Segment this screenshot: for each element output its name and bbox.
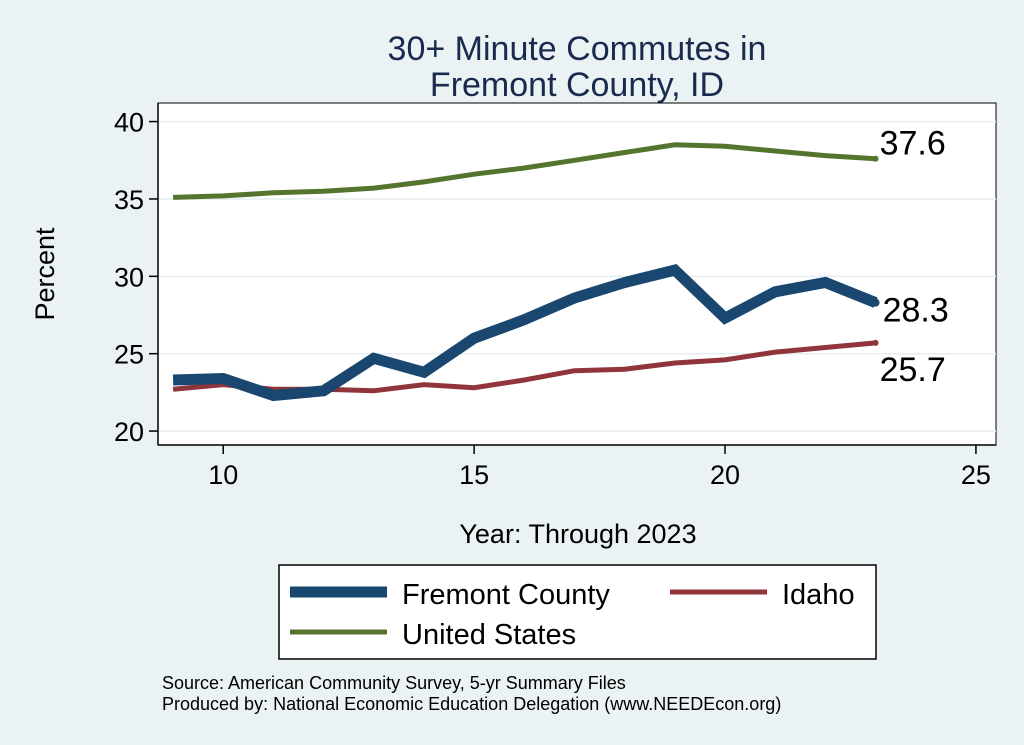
series-lines: [172, 142, 880, 402]
chart-title-line-1: 30+ Minute Commutes in: [388, 30, 767, 68]
y-tick-label: 30: [114, 262, 144, 292]
y-tick-label: 25: [114, 340, 144, 370]
series-line-fremont-county: [172, 264, 878, 402]
x-tick-label: 15: [459, 460, 489, 490]
y-tick-label: 40: [114, 108, 144, 138]
end-label-united-states: 37.6: [880, 125, 946, 163]
series-line-united-states: [173, 142, 876, 200]
x-tick-label: 20: [710, 460, 740, 490]
end-labels: 28.3 25.7 37.6: [880, 125, 949, 389]
x-tick-label: 10: [208, 460, 238, 490]
legend-label-united-states: United States: [402, 619, 576, 651]
y-axis-title: Percent: [30, 227, 60, 321]
end-point-idaho: [872, 339, 879, 346]
source-note: Source: American Community Survey, 5-yr …: [162, 673, 626, 693]
x-axis-title: Year: Through 2023: [459, 519, 696, 549]
end-point-fremont-county: [871, 298, 880, 307]
end-label-idaho: 25.7: [880, 351, 946, 389]
legend-label-fremont-county: Fremont County: [402, 579, 610, 611]
legend-label-idaho: Idaho: [782, 579, 855, 611]
produced-by-note: Produced by: National Economic Education…: [162, 694, 781, 714]
y-tick-label: 35: [114, 185, 144, 215]
end-label-fremont-county: 28.3: [883, 292, 949, 330]
legend-box: [278, 564, 877, 660]
legend: Fremont County Idaho United States: [278, 564, 877, 660]
y-gridlines: [158, 120, 996, 432]
x-tick-label: 25: [961, 460, 991, 490]
axes: 20 25 30 35 40 10 15 20 25: [114, 103, 996, 490]
y-tick-label: 20: [114, 417, 144, 447]
end-point-united-states: [872, 155, 879, 162]
chart-title-line-2: Fremont County, ID: [430, 66, 724, 104]
